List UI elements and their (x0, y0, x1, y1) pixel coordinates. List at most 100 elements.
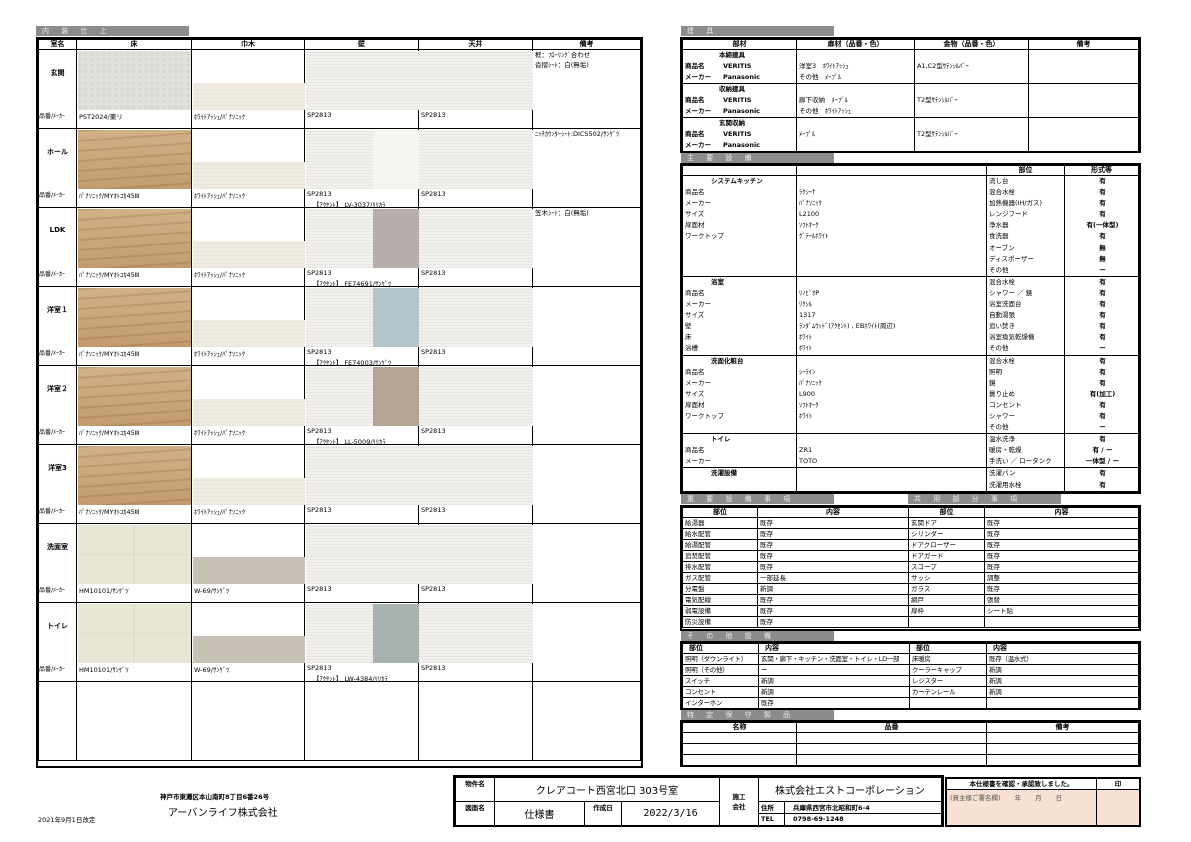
common-header: 部位 (908, 507, 985, 518)
cell (38, 681, 77, 761)
cell: 框：ﾌﾛｰﾘﾝｸﾞ合わせ 沓摺ｼｰﾄ：白(無垢) (532, 49, 641, 129)
accent-product: 【ｱｸｾﾝﾄ】 LW-4384/ﾘﾘｶﾗ (313, 675, 388, 683)
spec-value: ﾗﾝﾀﾞﾑｳｯﾄﾞ(ｱｸｾﾝﾄ) , EBﾎﾜｲﾄ(周辺) (799, 322, 896, 331)
wall-product: SP2813 (307, 190, 332, 198)
maintenance-cell[interactable] (796, 732, 987, 744)
important-item: 給湯器 (682, 517, 758, 529)
room-name: 洋室１ (47, 306, 68, 314)
baseboard-product: W-69/ｻﾝｹﾞﾂ (194, 587, 230, 595)
common-item: ドアクローザー (908, 539, 985, 551)
ceiling-product: SP2813 (421, 664, 446, 672)
spec-label: 商品名 (685, 130, 705, 138)
cell: ﾊﾟﾅｿﾆｯｸ/MYｵﾄﾕｶ45Ⅲ (76, 365, 192, 445)
spec-label: 床 (685, 333, 692, 342)
ceiling-product: SP2813 (421, 348, 446, 356)
cell (797, 468, 986, 479)
fittings-title: 建 具 (681, 26, 834, 36)
cell: 洗面室 品番/ﾒｰｶｰ (38, 523, 77, 603)
wall-swatch (306, 525, 533, 584)
important-value: 既存 (757, 517, 909, 529)
spec-value: ZR1 (799, 446, 813, 455)
spec-label: サイズ (685, 210, 705, 219)
cell: ﾆｯﾁｶｳﾝﾀｰｼｰﾄ:DICS502/ｻﾝｹﾞﾂ (532, 128, 641, 208)
door-material: 廊下収納 ﾒｰﾌﾟﾙ (799, 96, 848, 104)
maintenance-cell[interactable] (986, 743, 1139, 755)
important-item: 電気配線 (682, 594, 758, 606)
contractor-name: 株式会社エストコーポレーション (758, 777, 942, 802)
baseboard-product: ﾎﾜｲﾄｱｯｼｭ/ﾊﾟﾅｿﾆｯｸ (194, 192, 245, 200)
row-label: 品番/ﾒｰｶｰ (39, 508, 66, 515)
address-label: 住所 (759, 802, 786, 813)
important-value: 新調 (757, 583, 909, 595)
part-name: 自動湯張 (989, 311, 1015, 320)
accent-product: 【ｱｸｾﾝﾄ】 FE74003/ｻﾝｹﾞﾂ (313, 359, 392, 367)
spec-label: 商品名 (685, 62, 705, 70)
cell: ﾎﾜｲﾄｱｯｼｭ/ﾊﾟﾅｿﾆｯｸ (191, 286, 305, 366)
column-header: 壁 (304, 39, 419, 50)
buyer-signature-box[interactable]: 本仕様書を確認・承認致しました。 (買主様ご署名欄) 年 月 日 印 (945, 777, 1141, 827)
cell: 有有有有有有ー (1064, 275, 1139, 356)
fitting-row: 本締建具 商品名 VERITIS メーカー Panasonic 洋室3 ﾎﾜｲﾄｱｯｼｭ そ… (682, 49, 1139, 84)
issuer-company: アーバンライフ株式会社 (168, 808, 278, 819)
maintenance-table: 名称 品番 備考 (680, 720, 1141, 767)
maintenance-cell[interactable] (682, 743, 797, 755)
column-header: 室名 (38, 39, 77, 50)
part-status: 有 (1099, 311, 1106, 320)
spec-value: ﾊﾟﾅｿﾆｯｸ (799, 199, 822, 208)
sign-label: (買主様ご署名欄) (950, 794, 1001, 802)
spec-label: メーカー (685, 73, 711, 81)
cell: 洗面化粧台 商品名 メーカー サイズ 扉面材 ワークトップ (682, 354, 797, 435)
fitting-note (1028, 117, 1139, 151)
wall-swatch (306, 604, 533, 663)
spec-label: 商品名 (685, 288, 705, 297)
floor-product: ﾊﾟﾅｿﾆｯｸ/MYｵﾄﾕｶ45Ⅲ (79, 508, 140, 516)
important-common-table: 部位 内容 部位 内容 給湯器 既存 玄関ドア 既存 給水配管 既存 シリンダー 既存 給湯配管 既存 ドア… (680, 505, 1141, 631)
other-cell: インターホン (682, 697, 759, 708)
cell: ﾒｰﾌﾟﾙ (796, 117, 915, 151)
floor-product: ﾊﾟﾅｿﾆｯｸ/MYｵﾄﾕｶ45Ⅲ (79, 271, 140, 279)
maintenance-cell[interactable] (986, 732, 1139, 744)
table-row (682, 743, 1139, 755)
wall-product: SP2813 (307, 348, 332, 356)
important-value: 既存 (757, 605, 909, 617)
common-item: シリンダー (908, 528, 985, 540)
maintenance-cell[interactable] (682, 754, 797, 765)
table-row: コンセント 新調 カーテンレール 新調 (682, 686, 1139, 698)
part-name: 曇り止め (989, 389, 1015, 398)
fitting-row: 収納建具 商品名 VERITIS メーカー Panasonic 廊下収納 ﾒｰﾌﾟﾙ その他… (682, 83, 1139, 118)
table-row: 給水配管 既存 シリンダー 既存 (682, 528, 1139, 540)
cell (797, 277, 986, 288)
part-name: 混合水栓 (989, 356, 1015, 365)
cell (532, 523, 641, 603)
cell: ﾎﾜｲﾄｱｯｼｭ/ﾊﾟﾅｿﾆｯｸ (191, 365, 305, 445)
cell: 洗濯設備 (682, 467, 797, 492)
room-note: 沓摺ｼｰﾄ：白(無垢) (535, 61, 589, 69)
room-name: 洗面室 (47, 543, 68, 551)
baseboard-product: ﾎﾜｲﾄｱｯｼｭ/ﾊﾟﾅｿﾆｯｸ (194, 508, 245, 516)
cell: ﾎﾜｲﾄｱｯｼｭ/ﾊﾟﾅｿﾆｯｸ (191, 49, 305, 129)
room-name: 洋室２ (47, 385, 68, 393)
other-cell: レジスター (909, 675, 987, 687)
wall-product: SP2813 (307, 269, 332, 277)
baseboard-swatch (193, 557, 305, 584)
spec-label: メーカー (685, 378, 711, 387)
maintenance-cell[interactable] (796, 754, 987, 765)
part-status: 有 (1099, 232, 1106, 241)
spec-label: 商品名 (685, 188, 705, 197)
maintenance-cell[interactable] (682, 732, 797, 744)
cell: システムキッチン 商品名 メーカー サイズ 扉面材 ワークトップ (682, 175, 797, 277)
cell: 笠木ｼｰﾄ：白(無垢) (532, 207, 641, 287)
spec-label: メーカー (685, 300, 711, 309)
maintenance-cell[interactable] (986, 754, 1139, 765)
revised-date: 2021年9月1日改定 (38, 816, 96, 824)
table-row: 排水配管 既存 スコープ 既存 (682, 561, 1139, 573)
wall-product: SP2813 (307, 664, 332, 672)
fitting-spec: メーカー Panasonic (683, 106, 796, 117)
equipment-name: システムキッチン (711, 177, 763, 185)
floor-product: ﾊﾟﾅｿﾆｯｸ/MYｵﾄﾕｶ45Ⅲ (79, 350, 140, 358)
maintenance-cell[interactable] (796, 743, 987, 755)
maintenance-title: 特 定 保 守 製 品 (681, 710, 834, 720)
room-row: ホール 品番/ﾒｰｶｰ ﾊﾟﾅｿﾆｯｸ/MYｵﾄﾕｶ45Ⅲ ﾎﾜｲﾄｱｯｼｭ/ﾊﾟﾅｿ… (38, 128, 641, 209)
part-status: 有 (1099, 435, 1106, 444)
column-header: 備考 (986, 722, 1139, 733)
